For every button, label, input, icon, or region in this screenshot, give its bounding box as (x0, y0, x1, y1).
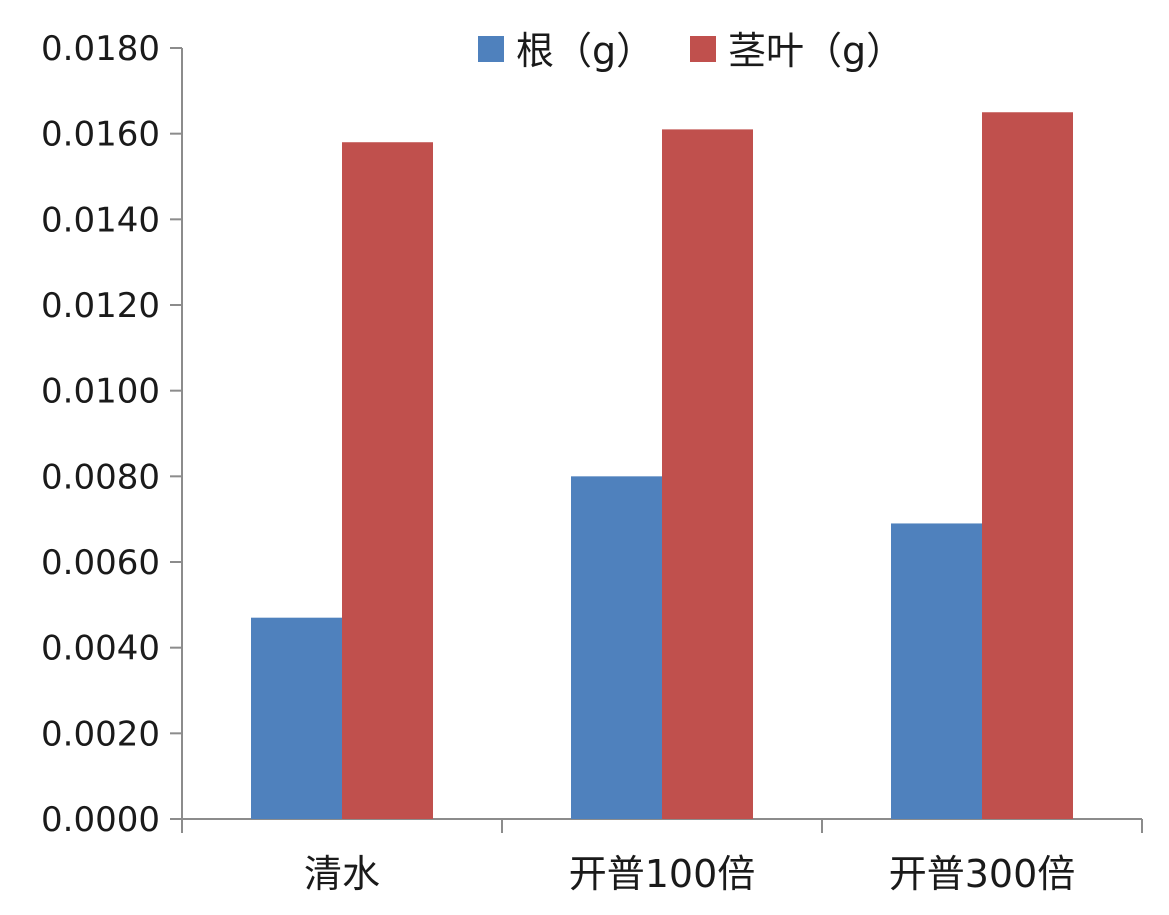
y-tick-label: 0.0160 (41, 115, 160, 155)
bars (251, 112, 1073, 820)
y-tick-label: 0.0180 (41, 29, 160, 69)
x-category-label: 开普100倍 (569, 852, 756, 896)
y-tick-label: 0.0100 (41, 372, 160, 412)
y-tick-label: 0.0080 (41, 457, 160, 497)
bar-series-0-cat-2 (891, 523, 982, 819)
y-tick-label: 0.0040 (41, 629, 160, 669)
y-tick-label: 0.0000 (41, 800, 160, 840)
bar-series-1-cat-2 (982, 112, 1073, 819)
legend-label-0: 根（g） (516, 29, 654, 73)
legend-swatch-1 (690, 36, 716, 62)
y-tick-label: 0.0020 (41, 714, 160, 754)
y-tick-label: 0.0120 (41, 286, 160, 326)
legend-swatch-0 (478, 36, 504, 62)
bar-series-0-cat-0 (251, 617, 342, 819)
x-category-label: 清水 (304, 852, 380, 896)
x-category-label: 开普300倍 (889, 852, 1076, 896)
x-axis: 清水 开普100倍 开普300倍 (181, 818, 1143, 896)
bar-series-1-cat-1 (662, 129, 753, 820)
y-tick-label: 0.0140 (41, 200, 160, 240)
bar-series-0-cat-1 (571, 476, 662, 819)
legend-label-1: 茎叶（g） (728, 29, 904, 73)
y-tick-label: 0.0060 (41, 543, 160, 583)
legend: 根（g） 茎叶（g） (478, 29, 904, 73)
y-axis: 0.0000 0.0020 0.0040 0.0060 0.0080 0.0100 0.01… (41, 29, 183, 840)
bar-series-1-cat-0 (342, 142, 433, 819)
